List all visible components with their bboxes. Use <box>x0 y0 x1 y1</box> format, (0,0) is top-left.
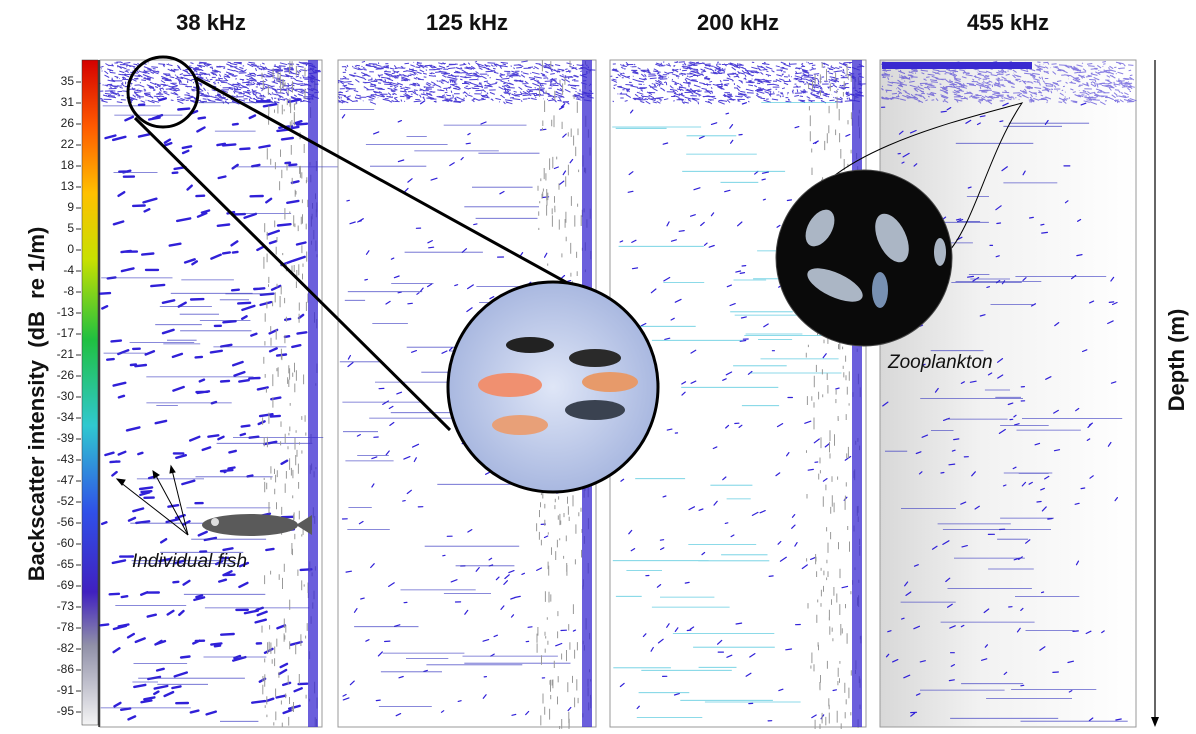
fish-annotation: Individual fish <box>132 551 247 572</box>
colorbar-tick-label: -52 <box>57 494 75 508</box>
colorbar-tick-label: -21 <box>57 347 75 361</box>
colorbar-tick-label: 22 <box>61 137 75 151</box>
colorbar-tick-label: 13 <box>61 179 75 193</box>
colorbar-tick-label: -47 <box>57 473 75 487</box>
colorbar-tick-label: -60 <box>57 536 75 550</box>
colorbar-ticks: 35 31 26 22 18 13 9 5 0 -4 -8 -13 -17 -21 -26 -30 -34 -39… <box>57 74 81 718</box>
echo-edge <box>308 60 318 727</box>
colorbar-tick-label: -86 <box>57 662 75 676</box>
colorbar-tick-label: -43 <box>57 452 75 466</box>
colorbar-tick-label: -30 <box>57 389 75 403</box>
depth-arrowhead <box>1151 717 1159 727</box>
colorbar-tick-label: -56 <box>57 515 75 529</box>
colorbar-label: Backscatter intensity (dB re 1/m) <box>24 227 49 582</box>
colorbar-tick-label: -91 <box>57 683 75 697</box>
depth-label: Depth (m) <box>1164 309 1189 412</box>
colorbar-tick-label: 26 <box>61 116 75 130</box>
colorbar-tick-label: 18 <box>61 158 75 172</box>
echogram-panel <box>100 60 322 727</box>
panel-title: 125 kHz <box>426 10 508 35</box>
zooplankton-annotation: Zooplankton <box>887 352 993 373</box>
colorbar-tick-label: 35 <box>61 74 75 88</box>
colorbar-tick-label: 31 <box>61 95 75 109</box>
colorbar-tick-label: 5 <box>67 221 74 235</box>
panel-title: 38 kHz <box>176 10 246 35</box>
colorbar <box>82 60 98 725</box>
colorbar-tick-label: -34 <box>57 410 75 424</box>
colorbar-tick-label: -8 <box>63 284 74 298</box>
colorbar-tick-label: -69 <box>57 578 75 592</box>
colorbar-tick-label: -39 <box>57 431 75 445</box>
echo-surface <box>882 62 1032 69</box>
panel-title: 200 kHz <box>697 10 779 35</box>
colorbar-tick-label: -95 <box>57 704 75 718</box>
colorbar-tick-label: -73 <box>57 599 75 613</box>
colorbar-tick-label: 9 <box>67 200 74 214</box>
colorbar-tick-label: -4 <box>63 263 74 277</box>
figure: 35 31 26 22 18 13 9 5 0 -4 -8 -13 -17 -21 -26 -30 -34 -39… <box>0 0 1196 729</box>
echo-edge <box>852 60 862 727</box>
colorbar-tick-label: -26 <box>57 368 75 382</box>
panel-title: 455 kHz <box>967 10 1049 35</box>
colorbar-tick-label: -78 <box>57 620 75 634</box>
colorbar-tick-label: 0 <box>67 242 74 256</box>
inset-circle <box>776 170 952 346</box>
colorbar-tick-label: -13 <box>57 305 75 319</box>
colorbar-tick-label: -82 <box>57 641 75 655</box>
colorbar-tick-label: -65 <box>57 557 75 571</box>
colorbar-tick-label: -17 <box>57 326 75 340</box>
